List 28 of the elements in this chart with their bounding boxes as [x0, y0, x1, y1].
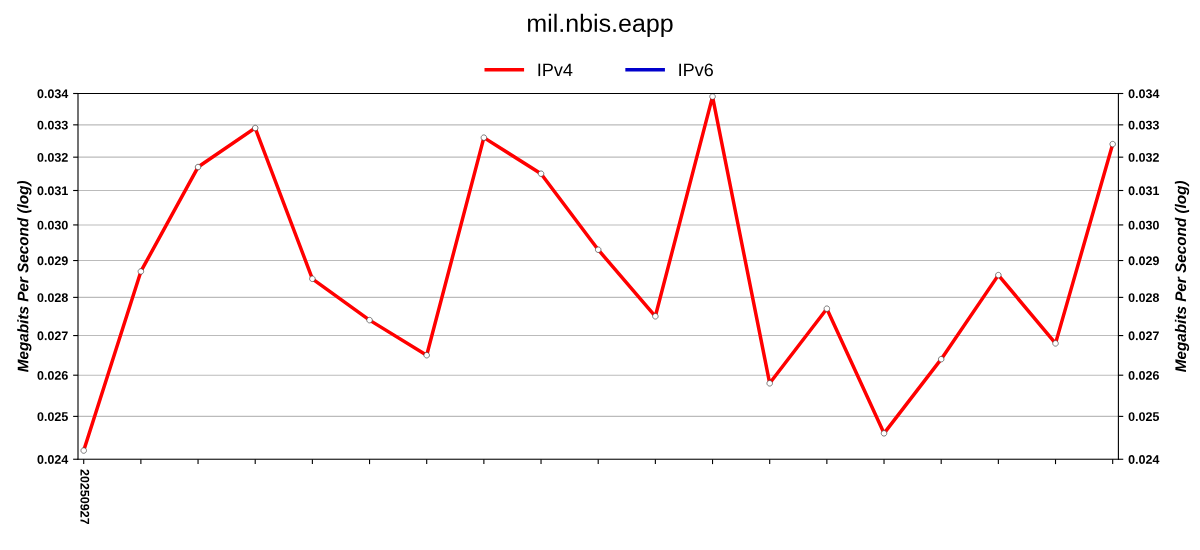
x-tick-label: 20250927: [80, 469, 90, 525]
y-tick-label: 0.029: [37, 256, 68, 266]
y-tick-label: 0.030: [37, 220, 68, 230]
y-tick-label: 0.033: [37, 120, 68, 130]
text: 0.029: [1128, 256, 1159, 266]
y-tick-label: 0.028: [37, 293, 68, 303]
y-tick-label: 0.024: [37, 455, 69, 464]
text: 0.025: [1128, 412, 1160, 422]
text: 0.034: [1128, 89, 1160, 99]
text: 0.028: [1128, 293, 1160, 303]
text: 0.026: [1128, 371, 1159, 380]
text: 0.027: [1128, 331, 1159, 341]
y-tick-label: 0.027: [37, 331, 68, 341]
y-tick-label: 0.031: [37, 186, 68, 196]
text: 0.032: [1128, 152, 1159, 162]
y-tick-label: 0.025: [37, 412, 68, 422]
legend-label: IPv4: [538, 63, 573, 77]
legend-label: IPv6: [679, 63, 713, 77]
text: 0.030: [1128, 220, 1159, 230]
y2-axis-title: Megabits Per Second (log): [1174, 180, 1190, 373]
text: 0.033: [1128, 120, 1159, 130]
chart-title: mil.nbis.eapp: [528, 13, 673, 38]
y-tick-label: 0.032: [37, 152, 68, 162]
text: 0.024: [1128, 455, 1160, 464]
y-axis-title: Megabits Per Second (log): [17, 180, 32, 373]
text: 0.031: [1128, 186, 1160, 196]
y-tick-label: 0.034: [37, 89, 69, 99]
y-tick-label: 0.026: [37, 371, 68, 380]
